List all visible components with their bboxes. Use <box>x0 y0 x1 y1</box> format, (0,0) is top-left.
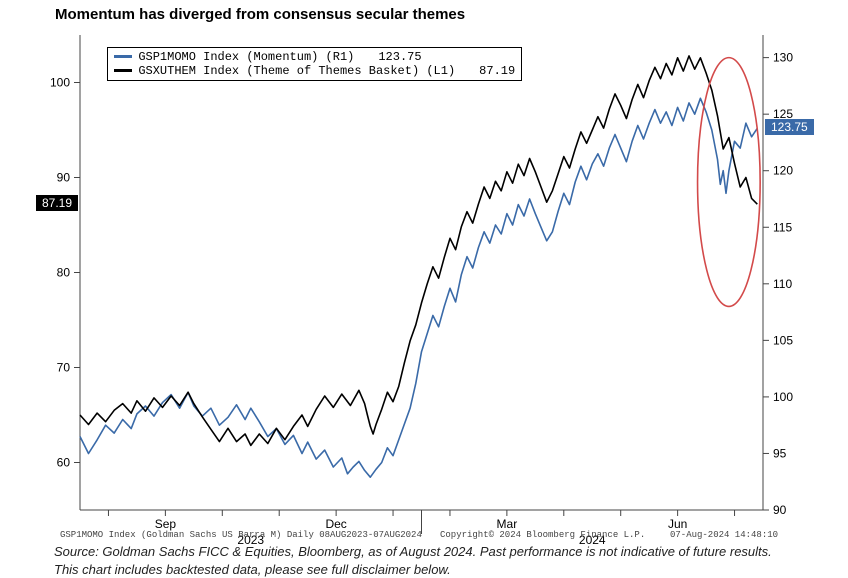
source-note: Source: Goldman Sachs FICC & Equities, B… <box>54 543 794 578</box>
svg-text:Dec: Dec <box>325 517 346 531</box>
svg-text:Mar: Mar <box>497 517 518 531</box>
footer-right: 07-Aug-2024 14:48:10 <box>670 530 778 540</box>
legend-value: 87.19 <box>479 64 515 78</box>
legend-value: 123.75 <box>378 50 421 64</box>
svg-text:110: 110 <box>773 277 792 291</box>
svg-text:Jun: Jun <box>668 517 687 531</box>
svg-text:100: 100 <box>50 76 70 90</box>
legend-label: GSXUTHEM Index (Theme of Themes Basket) … <box>138 64 455 78</box>
legend-swatch <box>114 55 132 58</box>
svg-text:70: 70 <box>57 361 71 375</box>
value-flag: 87.19 <box>36 195 78 211</box>
value-flag: 123.75 <box>765 119 814 135</box>
legend-label: GSP1MOMO Index (Momentum) (R1) <box>138 50 354 64</box>
svg-text:80: 80 <box>57 266 71 280</box>
svg-text:115: 115 <box>773 220 792 234</box>
svg-text:105: 105 <box>773 333 793 347</box>
svg-text:120: 120 <box>773 164 793 178</box>
svg-text:130: 130 <box>773 51 793 65</box>
svg-text:100: 100 <box>773 390 793 404</box>
legend-item: GSXUTHEM Index (Theme of Themes Basket) … <box>114 64 515 78</box>
svg-text:60: 60 <box>57 456 71 470</box>
legend: GSP1MOMO Index (Momentum) (R1) 123.75GSXU… <box>107 47 522 81</box>
line-chart: 607080901009095100105110115120125130SepD… <box>0 0 848 578</box>
svg-text:90: 90 <box>57 171 71 185</box>
legend-item: GSP1MOMO Index (Momentum) (R1) 123.75 <box>114 50 515 64</box>
footer-left: GSP1MOMO Index (Goldman Sachs US Barra M… <box>60 530 422 540</box>
svg-text:95: 95 <box>773 446 787 460</box>
legend-swatch <box>114 69 132 72</box>
svg-text:90: 90 <box>773 503 787 517</box>
svg-text:Sep: Sep <box>155 517 177 531</box>
footer-center: Copyright© 2024 Bloomberg Finance L.P. <box>440 530 645 540</box>
